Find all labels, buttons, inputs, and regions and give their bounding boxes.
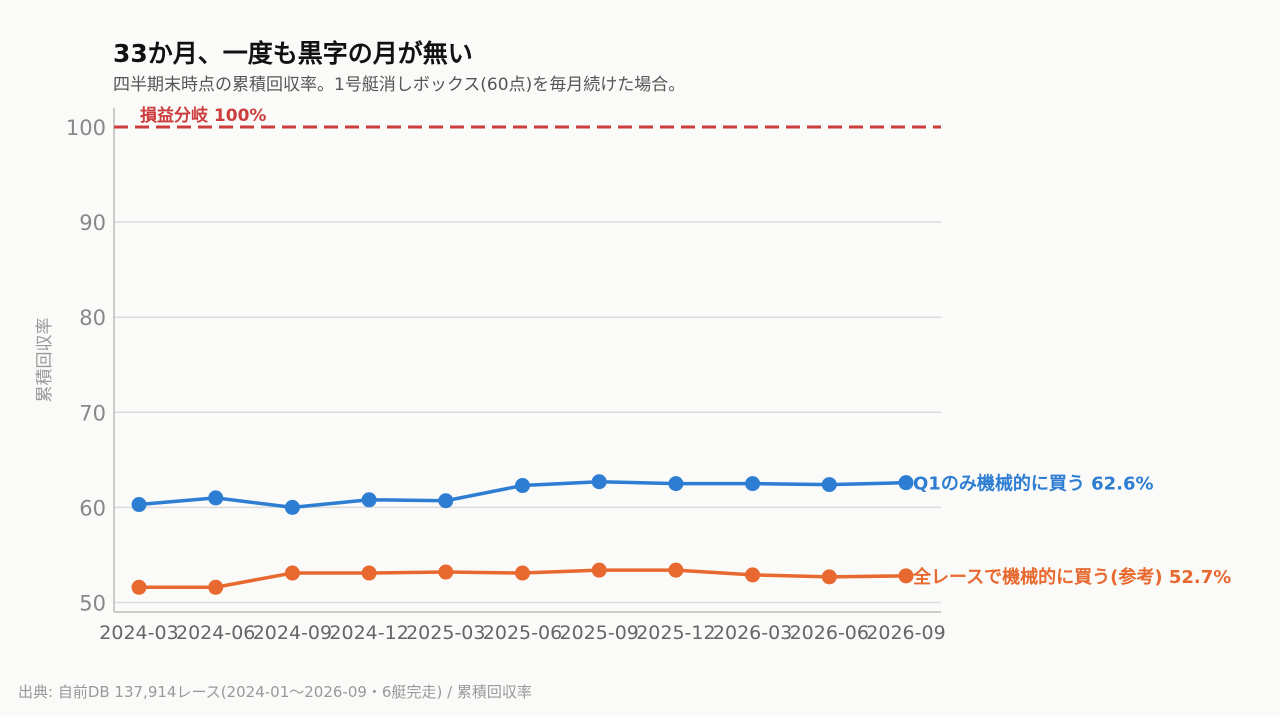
chart-title: 33か月、一度も黒字の月が無い bbox=[113, 39, 473, 68]
data-point-2 bbox=[131, 579, 147, 595]
y-tick-label: 50 bbox=[79, 591, 106, 615]
data-point-1 bbox=[591, 474, 607, 490]
breakeven-label: 損益分岐 100% bbox=[140, 105, 266, 126]
data-point-1 bbox=[208, 490, 224, 506]
data-point-1 bbox=[821, 477, 837, 493]
y-axis-label: 累積回収率 bbox=[35, 318, 55, 403]
x-tick-label: 2024-12 bbox=[329, 622, 408, 644]
data-point-1 bbox=[745, 476, 761, 492]
x-tick-label: 2024-06 bbox=[176, 622, 255, 644]
data-point-2 bbox=[898, 568, 914, 584]
data-point-2 bbox=[591, 562, 607, 578]
y-tick-label: 70 bbox=[79, 401, 106, 425]
x-tick-label: 2025-06 bbox=[483, 622, 562, 644]
series-end-label-1: Q1のみ機械的に買う 62.6% bbox=[913, 473, 1154, 495]
x-tick-label: 2026-09 bbox=[866, 622, 945, 644]
data-point-2 bbox=[438, 564, 454, 580]
data-point-1 bbox=[668, 476, 684, 492]
data-point-2 bbox=[284, 565, 300, 581]
data-point-1 bbox=[131, 497, 147, 513]
chart-subtitle: 四半期末時点の累積回収率。1号艇消しボックス(60点)を毎月続けた場合。 bbox=[113, 75, 686, 95]
data-point-2 bbox=[515, 565, 530, 581]
data-point-1 bbox=[515, 478, 530, 494]
data-point-2 bbox=[208, 579, 224, 595]
y-tick-label: 100 bbox=[66, 116, 106, 140]
data-point-2 bbox=[361, 565, 377, 581]
y-tick-label: 90 bbox=[79, 211, 106, 235]
x-tick-label: 2025-03 bbox=[406, 622, 485, 644]
x-tick-label: 2026-03 bbox=[713, 622, 792, 644]
x-tick-label: 2025-09 bbox=[560, 622, 639, 644]
source-note: 出典: 自前DB 137,914レース(2024-01〜2026-09・6艇完走… bbox=[18, 683, 532, 701]
y-tick-label: 60 bbox=[79, 496, 106, 520]
series-end-label-2: 全レースで機械的に買う(参考) 52.7% bbox=[912, 566, 1231, 588]
x-tick-label: 2026-06 bbox=[790, 622, 869, 644]
data-point-1 bbox=[898, 475, 914, 491]
y-tick-label: 80 bbox=[79, 306, 106, 330]
data-point-2 bbox=[668, 562, 684, 578]
data-point-1 bbox=[361, 492, 377, 508]
x-tick-label: 2024-09 bbox=[253, 622, 332, 644]
data-point-1 bbox=[438, 493, 454, 509]
data-point-2 bbox=[821, 569, 837, 585]
data-point-2 bbox=[745, 567, 761, 583]
data-point-1 bbox=[284, 499, 300, 515]
x-tick-label: 2024-03 bbox=[99, 622, 178, 644]
x-tick-label: 2025-12 bbox=[636, 622, 715, 644]
